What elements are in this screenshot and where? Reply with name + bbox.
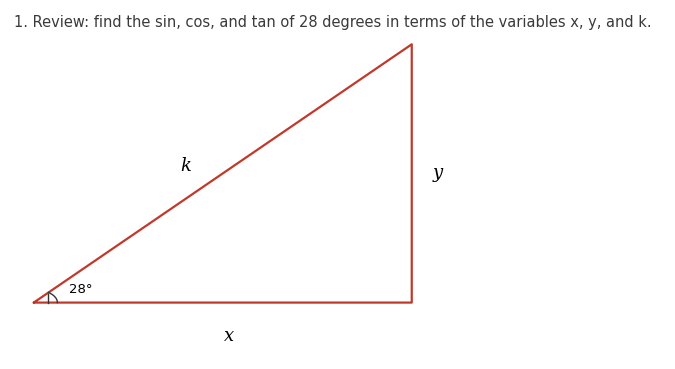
Text: k: k [180,157,191,175]
Text: 28°: 28° [69,283,92,296]
Text: 1. Review: find the sin, cos, and tan of 28 degrees in terms of the variables x,: 1. Review: find the sin, cos, and tan of… [14,15,651,30]
Text: y: y [433,165,443,182]
Text: x: x [224,327,235,345]
